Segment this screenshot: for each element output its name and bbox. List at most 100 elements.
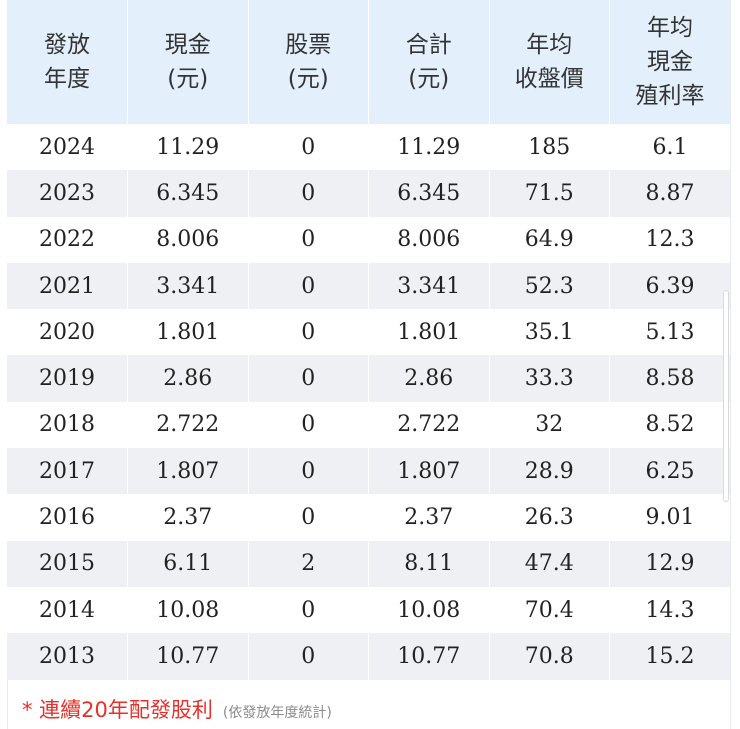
col-year-cell: 2016 — [7, 494, 128, 541]
col-stock-header: 股票 (元) — [248, 0, 369, 124]
col-stock-cell: 0 — [248, 494, 369, 541]
header-line: 現金 — [164, 32, 211, 58]
col-cash-yield-cell: 9.01 — [609, 494, 730, 541]
col-avg-price-cell: 64.9 — [489, 216, 610, 263]
table-body: 2024 11.29 0 11.29 185 6.1 2023 6.345 0 6.345 71.5… — [7, 124, 730, 680]
col-year-cell: 2023 — [7, 170, 128, 217]
col-cash-cell: 3.341 — [127, 262, 249, 310]
header-line: (元) — [167, 66, 209, 92]
header-line: 年均 — [526, 32, 573, 58]
vertical-scrollbar[interactable] — [723, 290, 729, 502]
col-avg-price-cell: 185 — [489, 124, 610, 171]
col-stock-cell: 0 — [248, 401, 369, 449]
col-cash-yield-cell: 8.87 — [609, 170, 730, 217]
col-year-cell: 2014 — [7, 586, 128, 634]
table-row: 2018 2.722 0 2.722 32 8.52 — [7, 401, 730, 449]
table-row: 2015 6.11 2 8.11 47.4 12.9 — [7, 540, 730, 587]
header-row: 發放 年度 現金 (元) 股票 (元) 合計 (元) 年均 收盤價 年均 現金 殖利率 — [7, 0, 730, 124]
header-line: 年均 — [647, 15, 693, 41]
col-cash-yield-cell: 12.3 — [609, 216, 730, 263]
col-stock-cell: 0 — [248, 124, 369, 171]
table-row: 2019 2.86 0 2.86 33.3 8.58 — [7, 355, 730, 402]
col-avg-price-cell: 28.9 — [489, 448, 610, 495]
col-cash-cell: 8.006 — [127, 216, 249, 263]
col-cash-cell: 10.08 — [127, 586, 249, 634]
col-stock-cell: 0 — [248, 586, 369, 634]
table-row: 2024 11.29 0 11.29 185 6.1 — [7, 124, 730, 171]
col-avg-price-cell: 32 — [489, 401, 610, 449]
col-stock-cell: 0 — [248, 170, 369, 217]
table-row: 2023 6.345 0 6.345 71.5 8.87 — [7, 170, 730, 217]
col-year-cell: 2017 — [7, 448, 128, 495]
col-cash-yield-header: 年均 現金 殖利率 — [609, 0, 730, 124]
col-cash-yield-cell: 8.52 — [609, 401, 730, 449]
col-cash-cell: 1.801 — [127, 309, 249, 356]
col-total-cell: 3.341 — [368, 262, 490, 310]
header-line: 現金 — [647, 49, 693, 75]
col-stock-cell: 2 — [248, 540, 369, 587]
col-cash-yield-cell: 8.58 — [609, 355, 730, 402]
col-cash-cell: 10.77 — [127, 633, 249, 680]
col-total-cell: 6.345 — [368, 170, 490, 217]
col-year-cell: 2020 — [7, 309, 128, 356]
col-cash-cell: 2.722 — [127, 401, 249, 449]
col-year-cell: 2021 — [7, 262, 128, 310]
footnote-main: * 連續20年配發股利 — [22, 698, 213, 722]
col-total-header: 合計 (元) — [368, 0, 490, 124]
col-cash-cell: 11.29 — [127, 124, 249, 171]
col-total-cell: 10.77 — [368, 633, 490, 680]
col-total-cell: 11.29 — [368, 124, 490, 171]
col-stock-cell: 0 — [248, 355, 369, 402]
col-total-cell: 1.807 — [368, 448, 490, 495]
table-row: 2022 8.006 0 8.006 64.9 12.3 — [7, 216, 730, 263]
col-avg-price-cell: 71.5 — [489, 170, 610, 217]
col-total-cell: 10.08 — [368, 586, 490, 634]
col-year-cell: 2022 — [7, 216, 128, 263]
col-cash-header: 現金 (元) — [127, 0, 249, 124]
header-line: 發放 — [44, 32, 90, 58]
col-year-cell: 2018 — [7, 401, 128, 449]
col-cash-yield-cell: 5.13 — [609, 309, 730, 356]
header-line: 年度 — [44, 66, 90, 92]
col-cash-cell: 2.86 — [127, 355, 249, 402]
dividend-table: 發放 年度 現金 (元) 股票 (元) 合計 (元) 年均 收盤價 年均 現金 殖利率 2024 11.2… — [7, 0, 730, 680]
col-total-cell: 2.722 — [368, 401, 490, 449]
col-avg-price-header: 年均 收盤價 — [489, 0, 610, 124]
col-year-header: 發放 年度 — [7, 0, 128, 124]
table-row: 2016 2.37 0 2.37 26.3 9.01 — [7, 494, 730, 541]
header-line: 殖利率 — [635, 83, 705, 109]
col-avg-price-cell: 52.3 — [489, 262, 610, 310]
header-line: (元) — [408, 66, 450, 92]
col-total-cell: 8.11 — [368, 540, 490, 587]
table-row: 2021 3.341 0 3.341 52.3 6.39 — [7, 262, 730, 310]
footnote: * 連續20年配發股利 (依發放年度統計) — [22, 694, 332, 724]
header-line: (元) — [287, 66, 329, 92]
col-total-cell: 2.86 — [368, 355, 490, 402]
header-line: 收盤價 — [514, 66, 584, 92]
col-cash-cell: 1.807 — [127, 448, 249, 495]
table-row: 2014 10.08 0 10.08 70.4 14.3 — [7, 586, 730, 634]
col-year-cell: 2024 — [7, 124, 128, 171]
col-cash-yield-cell: 6.39 — [609, 262, 730, 310]
col-cash-yield-cell: 14.3 — [609, 586, 730, 634]
footnote-note: (依發放年度統計) — [222, 705, 332, 721]
col-cash-cell: 6.345 — [127, 170, 249, 217]
col-total-cell: 2.37 — [368, 494, 490, 541]
col-stock-cell: 0 — [248, 448, 369, 495]
col-stock-cell: 0 — [248, 633, 369, 680]
col-stock-cell: 0 — [248, 216, 369, 263]
col-total-cell: 8.006 — [368, 216, 490, 263]
table-header: 發放 年度 現金 (元) 股票 (元) 合計 (元) 年均 收盤價 年均 現金 殖利率 — [7, 0, 730, 124]
col-cash-cell: 6.11 — [127, 540, 249, 587]
table-row: 2020 1.801 0 1.801 35.1 5.13 — [7, 309, 730, 356]
col-avg-price-cell: 47.4 — [489, 540, 610, 587]
col-stock-cell: 0 — [248, 309, 369, 356]
col-avg-price-cell: 70.4 — [489, 586, 610, 634]
col-avg-price-cell: 70.8 — [489, 633, 610, 680]
header-line: 合計 — [405, 32, 452, 58]
col-stock-cell: 0 — [248, 262, 369, 310]
col-avg-price-cell: 26.3 — [489, 494, 610, 541]
col-cash-yield-cell: 6.25 — [609, 448, 730, 495]
col-total-cell: 1.801 — [368, 309, 490, 356]
